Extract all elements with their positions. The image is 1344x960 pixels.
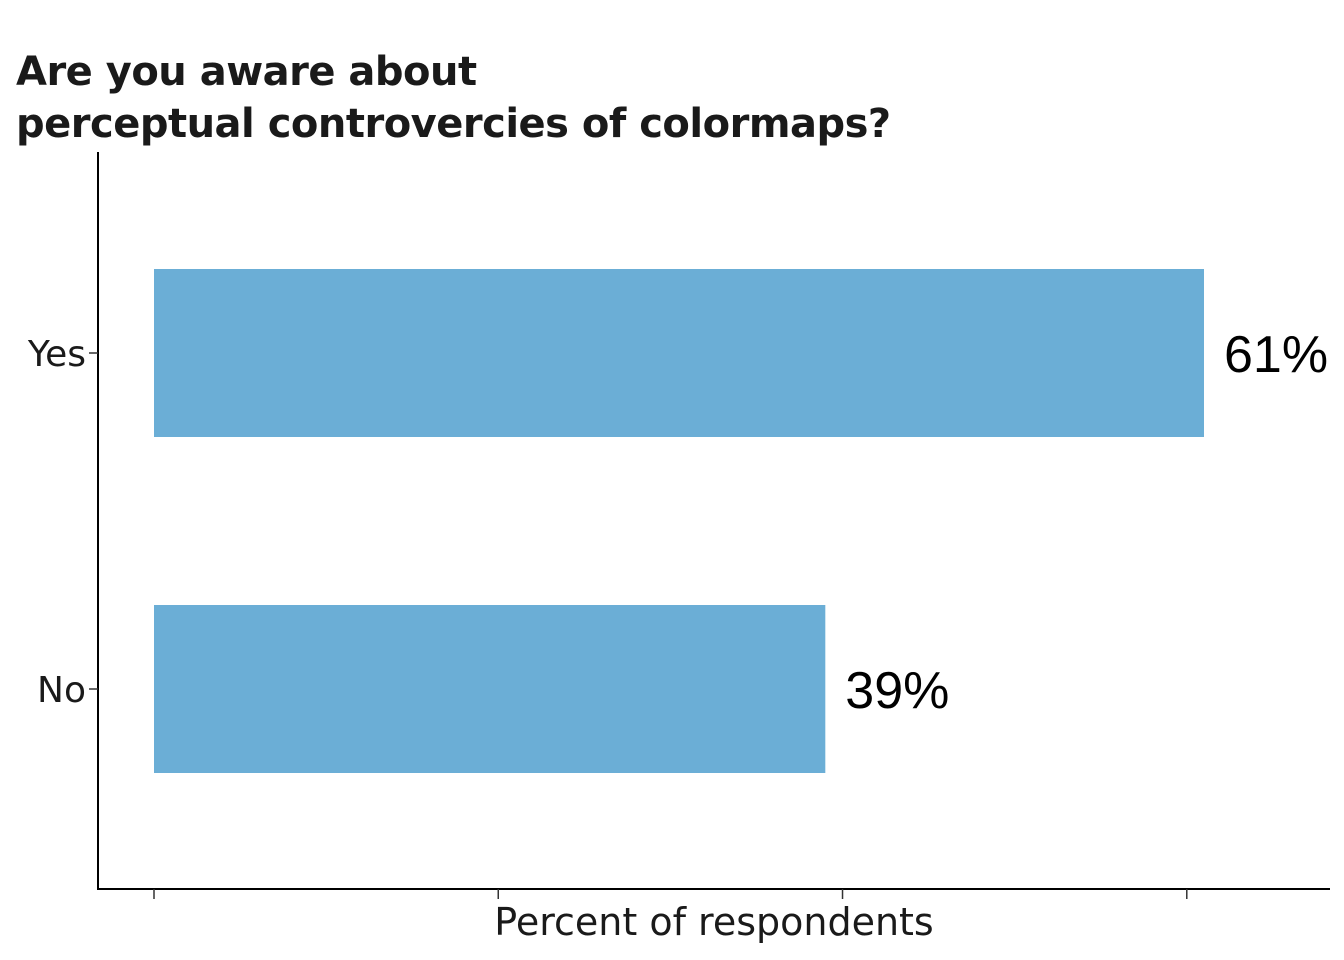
value-label-no: 39% bbox=[845, 662, 949, 720]
value-label-yes: 61% bbox=[1224, 326, 1328, 384]
x-axis-ticks bbox=[153, 889, 1188, 899]
bar-yes bbox=[154, 269, 1204, 437]
bar-no bbox=[154, 605, 826, 773]
bars-group: Yes 61% No 39% bbox=[27, 269, 1328, 773]
category-label-no: No bbox=[37, 670, 86, 711]
x-axis-title: Percent of respondents bbox=[494, 900, 933, 944]
chart-title-line-1: Are you aware about bbox=[16, 49, 477, 95]
category-label-yes: Yes bbox=[27, 334, 86, 375]
chart-title-line-2: perceptual controvercies of colormaps? bbox=[16, 101, 891, 147]
chart-title: Are you aware about perceptual controver… bbox=[16, 46, 891, 150]
